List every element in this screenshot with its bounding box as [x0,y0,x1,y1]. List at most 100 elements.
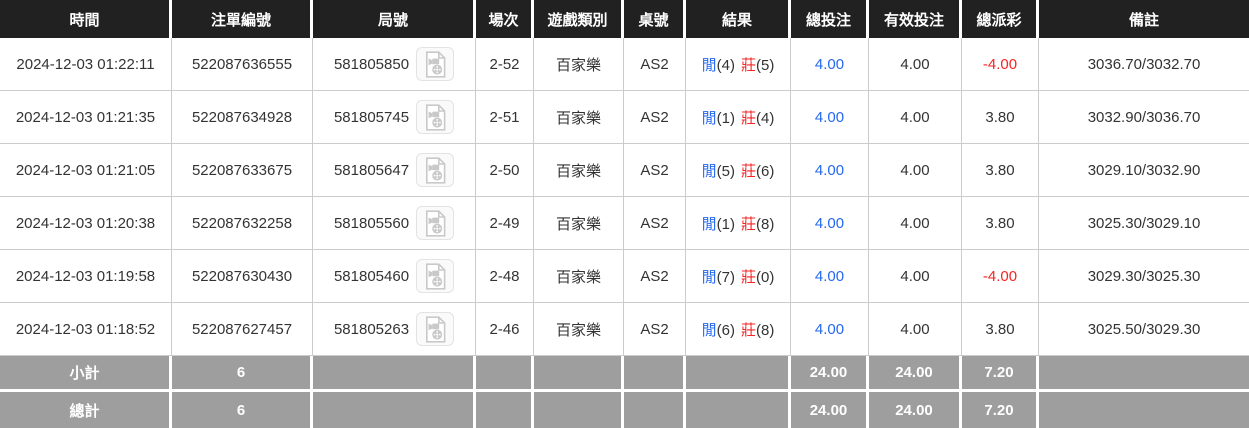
summary-empty-remark [1039,356,1249,392]
subtotal-row: 小計 6 24.00 24.00 7.20 [0,356,1249,392]
banker-label: 莊 [741,56,757,74]
round-number-group: 581805560 [333,206,455,240]
player-score: (1) [716,109,735,127]
round-number-group: 581805263 [334,312,455,346]
cell-game-type: 百家樂 [534,250,624,303]
cell-time: 2024-12-03 01:18:52 [0,303,172,356]
summary-payout: 7.20 [962,356,1039,392]
banker-label: 莊 [741,109,757,127]
video-file-icon [425,156,445,184]
video-replay-button[interactable] [416,206,455,240]
col-header-round_no: 局號 [313,0,476,38]
cell-game-type: 百家樂 [534,38,624,91]
player-label: 閒 [701,215,717,233]
cell-bet-number: 522087634928 [172,91,313,144]
cell-time: 2024-12-03 01:22:11 [0,38,172,91]
table-row: 2024-12-03 01:18:52 522087627457 581805263… [0,303,1249,356]
video-replay-button[interactable] [416,47,455,81]
col-header-session: 場次 [476,0,534,38]
col-header-result: 結果 [686,0,791,38]
cell-result: 閒(4) 莊(5) [686,38,791,91]
round-number-group: 581805460 [333,259,455,293]
cell-time: 2024-12-03 01:21:35 [0,91,172,144]
cell-valid-bet: 4.00 [869,144,962,197]
cell-session: 2-51 [476,91,534,144]
cell-remark: 3025.50/3029.30 [1039,303,1249,356]
round-number-group: 581805647 [334,153,455,187]
player-label: 閒 [701,321,717,339]
cell-round-number: 581805263 [313,303,476,356]
cell-remark: 3032.90/3036.70 [1039,91,1249,144]
cell-total-payout: -4.00 [962,250,1039,303]
banker-score: (6) [756,162,775,180]
col-header-table_no: 桌號 [624,0,686,38]
round-number-group: 581805850 [333,47,455,81]
video-replay-button[interactable] [416,100,455,134]
cell-session: 2-48 [476,250,534,303]
cell-session: 2-49 [476,197,534,250]
banker-label: 莊 [741,268,757,286]
cell-total-bet: 4.00 [791,197,869,250]
video-replay-button[interactable] [416,259,455,293]
cell-total-payout: 3.80 [962,91,1039,144]
player-score: (1) [716,215,735,233]
cell-session: 2-50 [476,144,534,197]
round-number-text: 581805460 [333,267,410,285]
cell-game-type: 百家樂 [534,303,624,356]
cell-table-number: AS2 [624,303,686,356]
round-number-text: 581805560 [333,214,410,232]
col-header-payout: 總派彩 [962,0,1039,38]
table-row: 2024-12-03 01:21:35 522087634928 581805745… [0,91,1249,144]
cell-valid-bet: 4.00 [869,91,962,144]
cell-game-type: 百家樂 [534,91,624,144]
summary-label: 總計 [0,392,172,428]
cell-bet-number: 522087632258 [172,197,313,250]
round-number-text: 581805850 [333,55,410,73]
cell-table-number: AS2 [624,38,686,91]
summary-valid-bet: 24.00 [869,356,962,392]
player-label: 閒 [701,109,717,127]
round-number-group: 581805745 [334,100,455,134]
banker-score: (4) [756,109,775,127]
col-header-total_bet: 總投注 [791,0,869,38]
cell-remark: 3029.30/3025.30 [1039,250,1249,303]
cell-round-number: 581805460 [313,250,476,303]
cell-total-payout: 3.80 [962,144,1039,197]
video-file-icon [425,50,445,78]
cell-total-bet: 4.00 [791,38,869,91]
cell-round-number: 581805647 [313,144,476,197]
player-label: 閒 [701,56,717,74]
cell-round-number: 581805745 [313,91,476,144]
cell-result: 閒(1) 莊(8) [686,197,791,250]
col-header-time: 時間 [0,0,172,38]
banker-score: (8) [756,215,775,233]
summary-payout: 7.20 [962,392,1039,428]
video-replay-button[interactable] [416,312,455,346]
summary-empty-session [476,392,534,428]
banker-score: (8) [756,321,775,339]
cell-round-number: 581805850 [313,38,476,91]
video-file-icon [425,103,445,131]
video-file-icon [425,315,445,343]
banker-score: (5) [756,56,775,74]
summary-empty-result [686,392,791,428]
table-body: 2024-12-03 01:22:11 522087636555 581805850… [0,38,1249,356]
cell-result: 閒(7) 莊(0) [686,250,791,303]
col-header-remark: 備註 [1039,0,1249,38]
cell-total-payout: 3.80 [962,303,1039,356]
player-label: 閒 [701,162,717,180]
header-row: 時間 注單編號 局號 場次 遊戲類別 桌號 結果 總投注 有效投注 總派彩 備註 [0,0,1249,38]
cell-time: 2024-12-03 01:19:58 [0,250,172,303]
cell-total-bet: 4.00 [791,144,869,197]
summary-empty-result [686,356,791,392]
cell-result: 閒(6) 莊(8) [686,303,791,356]
player-score: (7) [716,268,735,286]
cell-remark: 3029.10/3032.90 [1039,144,1249,197]
summary-empty-game [534,356,624,392]
col-header-bet_no: 注單編號 [172,0,313,38]
table-footer: 小計 6 24.00 24.00 7.20 總計 6 24.00 24.00 7.20 [0,356,1249,428]
cell-table-number: AS2 [624,250,686,303]
video-replay-button[interactable] [416,153,455,187]
cell-session: 2-52 [476,38,534,91]
